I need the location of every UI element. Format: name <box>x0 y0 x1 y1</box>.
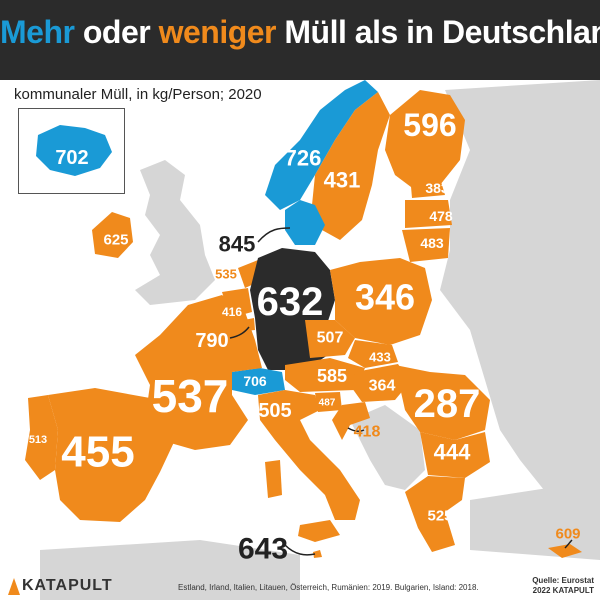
country-estonia <box>410 175 445 198</box>
label-italy: 505 <box>258 400 291 422</box>
country-ireland <box>92 212 133 258</box>
label-cyprus: 609 <box>555 526 580 543</box>
region-north-africa <box>40 540 300 600</box>
country-italy-sardinia <box>265 460 282 498</box>
label-ireland: 625 <box>103 232 128 249</box>
label-norway: 726 <box>285 146 322 171</box>
leader-line-luxembourg <box>229 326 250 339</box>
country-hungary <box>352 364 410 402</box>
label-lithuania: 483 <box>420 235 444 251</box>
country-finland <box>385 90 465 190</box>
header-bar <box>0 0 600 80</box>
region-uk <box>135 160 215 305</box>
brand-name: KATAPULT <box>22 577 113 594</box>
leader-line-croatia <box>347 427 365 433</box>
title-rest: Müll als in Deutschland <box>276 14 600 50</box>
country-romania <box>395 365 490 440</box>
label-slovakia: 433 <box>369 350 391 365</box>
label-greece: 525 <box>427 508 452 525</box>
title-word-or: oder <box>74 14 159 50</box>
source-line-2: 2022 KATAPULT <box>532 586 594 595</box>
source-credit: Quelle: Eurostat 2022 KATAPULT <box>532 576 594 596</box>
title-word-less: weniger <box>158 14 277 50</box>
label-france: 537 <box>152 370 229 422</box>
label-slovenia: 487 <box>319 398 336 409</box>
leader-line-denmark <box>257 227 291 243</box>
country-slovakia <box>348 340 398 368</box>
country-norway <box>265 80 378 210</box>
label-iceland: 702 <box>55 147 88 169</box>
country-portugal <box>25 395 58 480</box>
country-iceland <box>36 125 112 176</box>
country-croatia <box>332 402 370 440</box>
region-balkans <box>350 405 425 490</box>
label-latvia: 478 <box>429 208 453 224</box>
label-belgium: 416 <box>222 305 242 319</box>
label-bulgaria: 444 <box>434 440 471 465</box>
label-czechia: 507 <box>317 330 344 347</box>
label-denmark: 845 <box>219 232 256 257</box>
country-switzerland <box>232 368 285 395</box>
label-croatia: 418 <box>354 424 381 441</box>
label-poland: 346 <box>355 277 415 318</box>
country-czechia <box>305 320 355 358</box>
label-portugal: 513 <box>29 434 47 446</box>
country-greece <box>405 476 465 552</box>
leader-line-malta <box>284 544 316 556</box>
country-austria <box>285 358 365 392</box>
label-spain: 455 <box>61 428 134 477</box>
map-title: Mehr oder weniger Müll als in Deutschlan… <box>0 14 600 51</box>
leader-line-cyprus <box>564 539 573 549</box>
country-poland <box>330 258 432 345</box>
label-malta: 643 <box>238 533 288 566</box>
label-hungary: 364 <box>369 378 396 395</box>
label-finland: 596 <box>403 107 456 143</box>
label-germany: 632 <box>257 280 324 324</box>
katapult-logo-icon <box>8 578 20 595</box>
country-denmark <box>285 200 325 245</box>
country-latvia <box>405 200 452 228</box>
map-subtitle: kommunaler Müll, in kg/Person; 2020 <box>14 86 262 103</box>
label-romania: 287 <box>414 382 481 426</box>
footnote: Estland, Irland, Italien, Litauen, Öster… <box>178 583 479 592</box>
country-cyprus <box>548 544 582 558</box>
brand-logo: KATAPULT <box>8 577 113 595</box>
label-austria: 585 <box>317 366 347 386</box>
region-turkey <box>470 480 600 560</box>
label-switzerland: 706 <box>243 373 267 389</box>
label-estonia: 383 <box>425 180 449 196</box>
country-bulgaria <box>420 432 490 478</box>
country-spain <box>48 388 180 522</box>
label-sweden: 431 <box>324 168 361 193</box>
source-line-1: Quelle: Eurostat <box>532 576 594 585</box>
country-slovenia <box>315 392 342 412</box>
label-luxembourg: 790 <box>195 330 228 352</box>
country-lithuania <box>402 228 450 262</box>
region-russia-east <box>440 80 600 560</box>
country-sweden <box>312 92 390 240</box>
country-malta <box>313 550 322 558</box>
title-word-more: Mehr <box>0 14 75 50</box>
label-netherlands: 535 <box>215 267 237 282</box>
country-italy-sicily <box>298 520 340 542</box>
country-italy <box>258 390 360 520</box>
